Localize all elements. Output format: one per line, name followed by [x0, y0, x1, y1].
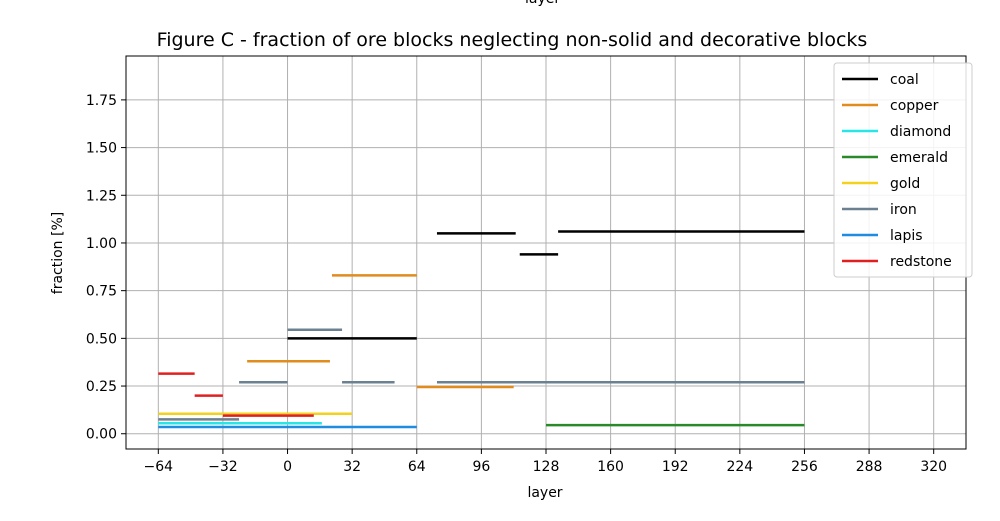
legend: coal copper diamond emerald gold iron lapis red…	[833, 62, 973, 278]
x-axis-label: layer	[527, 485, 562, 501]
y-axis-label: fraction [%]	[50, 212, 66, 294]
y-tick-label: 0.50	[86, 331, 117, 347]
x-tick-label: −64	[144, 459, 174, 475]
data-segments	[158, 230, 805, 429]
y-tick-label: 1.25	[86, 188, 117, 204]
legend-label-iron: iron	[890, 202, 917, 218]
y-tick-label: 0.25	[86, 379, 117, 395]
y-tick-label: 1.00	[86, 236, 117, 252]
x-tick-label: 224	[726, 459, 753, 475]
y-tick-label: 0.75	[86, 284, 117, 300]
x-axis-ticks: −64 −32 0 32 64 96 128 160 192 224 256 288 320	[144, 449, 947, 475]
legend-label-diamond: diamond	[890, 124, 951, 140]
legend-label-coal: coal	[890, 72, 919, 88]
x-tick-label: 320	[920, 459, 947, 475]
legend-label-gold: gold	[890, 176, 920, 192]
x-tick-label: 192	[662, 459, 689, 475]
x-tick-label: 160	[597, 459, 624, 475]
x-tick-label: 64	[408, 459, 426, 475]
top-cut-label: layer	[525, 0, 560, 7]
x-tick-label: 288	[856, 459, 883, 475]
y-tick-label: 1.75	[86, 93, 117, 109]
y-tick-label: 0.00	[86, 427, 117, 443]
legend-label-copper: copper	[890, 98, 939, 114]
legend-label-redstone: redstone	[890, 254, 952, 270]
x-tick-label: 256	[791, 459, 818, 475]
x-tick-label: 96	[472, 459, 490, 475]
legend-label-emerald: emerald	[890, 150, 948, 166]
legend-box	[833, 62, 973, 278]
y-tick-label: 1.50	[86, 141, 117, 157]
x-tick-label: 32	[343, 459, 361, 475]
x-tick-label: 0	[283, 459, 292, 475]
y-axis-ticks: 0.00 0.25 0.50 0.75 1.00 1.25 1.50 1.75	[86, 93, 126, 443]
x-tick-label: 128	[533, 459, 560, 475]
legend-label-lapis: lapis	[890, 228, 923, 244]
chart-title: Figure C - fraction of ore blocks neglec…	[157, 29, 868, 51]
x-tick-label: −32	[208, 459, 238, 475]
